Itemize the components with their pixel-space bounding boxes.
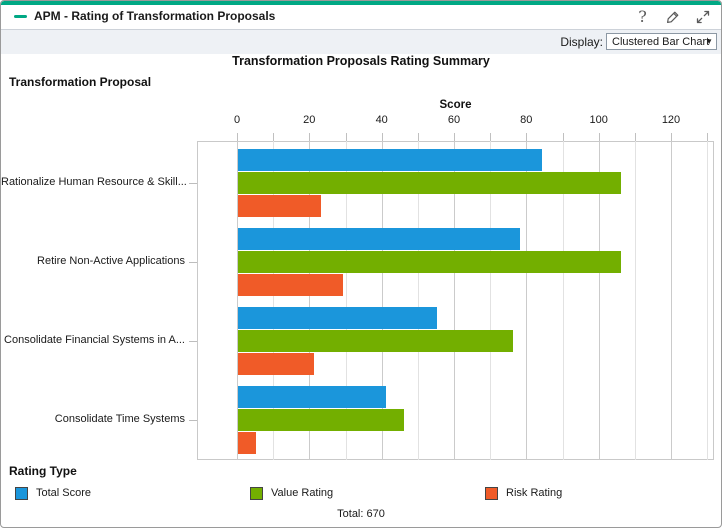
gridline <box>707 141 709 460</box>
gridline <box>671 141 672 460</box>
bar-value-rating[interactable] <box>238 409 405 431</box>
legend-item[interactable]: Total Score <box>15 486 91 500</box>
axis-tick <box>526 133 528 141</box>
legend-item[interactable]: Value Rating <box>250 486 333 500</box>
axis-tick-label: 40 <box>375 114 388 126</box>
category-label: Retire Non-Active Applications <box>37 255 185 267</box>
axis-tick <box>707 133 709 141</box>
axis-tick <box>562 133 564 141</box>
category-label: Consolidate Financial Systems in A... <box>4 334 185 346</box>
bar-risk-rating[interactable] <box>238 195 322 217</box>
axis-tick <box>454 133 455 141</box>
diagonal-arrows-icon <box>696 10 709 24</box>
display-select[interactable]: Clustered Bar Chart ▼ <box>606 33 717 50</box>
legend-item[interactable]: Risk Rating <box>485 486 562 500</box>
legend-swatch <box>250 486 263 500</box>
legend-label: Value Rating <box>271 487 334 499</box>
category-label: Rationalize Human Resource & Skill... <box>1 176 187 188</box>
gridline <box>417 141 419 460</box>
axis-tick <box>634 133 636 141</box>
category-label: Consolidate Time Systems <box>54 413 185 425</box>
titlebar-icons: ? <box>634 5 711 29</box>
gridline <box>381 141 383 460</box>
axis-tick <box>273 133 275 141</box>
titlebar: APM - Rating of Transformation Proposals… <box>1 5 721 30</box>
plot-area <box>197 141 714 460</box>
category-tick <box>189 183 197 184</box>
chart-title: Transformation Proposals Rating Summary <box>232 54 490 68</box>
help-glyph: ? <box>638 7 647 26</box>
bar-total-score[interactable] <box>238 149 542 171</box>
collapse-icon[interactable] <box>14 15 27 18</box>
legend-title: Rating Type <box>9 464 77 478</box>
axis-tick <box>598 133 600 141</box>
axis-tick <box>417 133 419 141</box>
legend-swatch <box>485 486 498 500</box>
toolbar: Display: Clustered Bar Chart ▼ <box>1 29 721 54</box>
display-select-value: Clustered Bar Chart <box>612 36 710 48</box>
gridline <box>562 141 564 460</box>
axis-tick-label: 100 <box>589 114 608 126</box>
gridline <box>598 141 600 460</box>
window-top-accent <box>1 1 721 5</box>
bar-risk-rating[interactable] <box>238 274 343 296</box>
category-axis-title: Transformation Proposal <box>9 75 152 89</box>
axis-tick <box>309 133 311 141</box>
bar-value-rating[interactable] <box>238 251 622 273</box>
axis-tick <box>345 133 347 141</box>
axis-tick-label: 60 <box>447 114 461 126</box>
window-title: APM - Rating of Transformation Proposals <box>34 9 276 23</box>
axis-tick <box>237 133 238 141</box>
expand-icon[interactable] <box>694 8 711 26</box>
bar-risk-rating[interactable] <box>238 353 314 375</box>
display-label: Display: <box>560 35 603 49</box>
gridline <box>454 141 455 460</box>
gridline <box>273 141 275 460</box>
axis-tick-label: 0 <box>233 114 241 126</box>
bar-value-rating[interactable] <box>238 330 513 352</box>
total-label: Total: 670 <box>337 508 385 520</box>
category-tick <box>189 262 197 263</box>
axis-tick <box>490 133 492 141</box>
gridline <box>309 141 311 460</box>
axis-tick-label: 120 <box>661 114 681 126</box>
axis-tick <box>381 133 383 141</box>
axis-tick <box>671 133 672 141</box>
axis-tick-label: 80 <box>520 114 533 126</box>
category-tick <box>189 420 197 421</box>
axis-tick-label: 20 <box>303 114 316 126</box>
legend-swatch <box>15 486 28 500</box>
gridline <box>490 141 492 460</box>
value-axis-title: Score <box>439 99 472 111</box>
gridline <box>526 141 528 460</box>
gridline <box>237 141 238 460</box>
legend-label: Total Score <box>36 487 92 499</box>
bar-total-score[interactable] <box>238 386 387 408</box>
help-icon[interactable]: ? <box>634 8 651 26</box>
bar-total-score[interactable] <box>238 228 521 250</box>
bar-risk-rating[interactable] <box>238 432 257 454</box>
bar-value-rating[interactable] <box>238 172 622 194</box>
gridline <box>345 141 347 460</box>
chevron-down-icon: ▼ <box>705 37 713 46</box>
category-tick <box>189 341 197 342</box>
pencil-icon <box>666 11 678 23</box>
legend-label: Risk Rating <box>506 487 563 499</box>
bar-total-score[interactable] <box>238 307 437 329</box>
gridline <box>634 141 636 460</box>
edit-icon[interactable] <box>664 8 681 26</box>
